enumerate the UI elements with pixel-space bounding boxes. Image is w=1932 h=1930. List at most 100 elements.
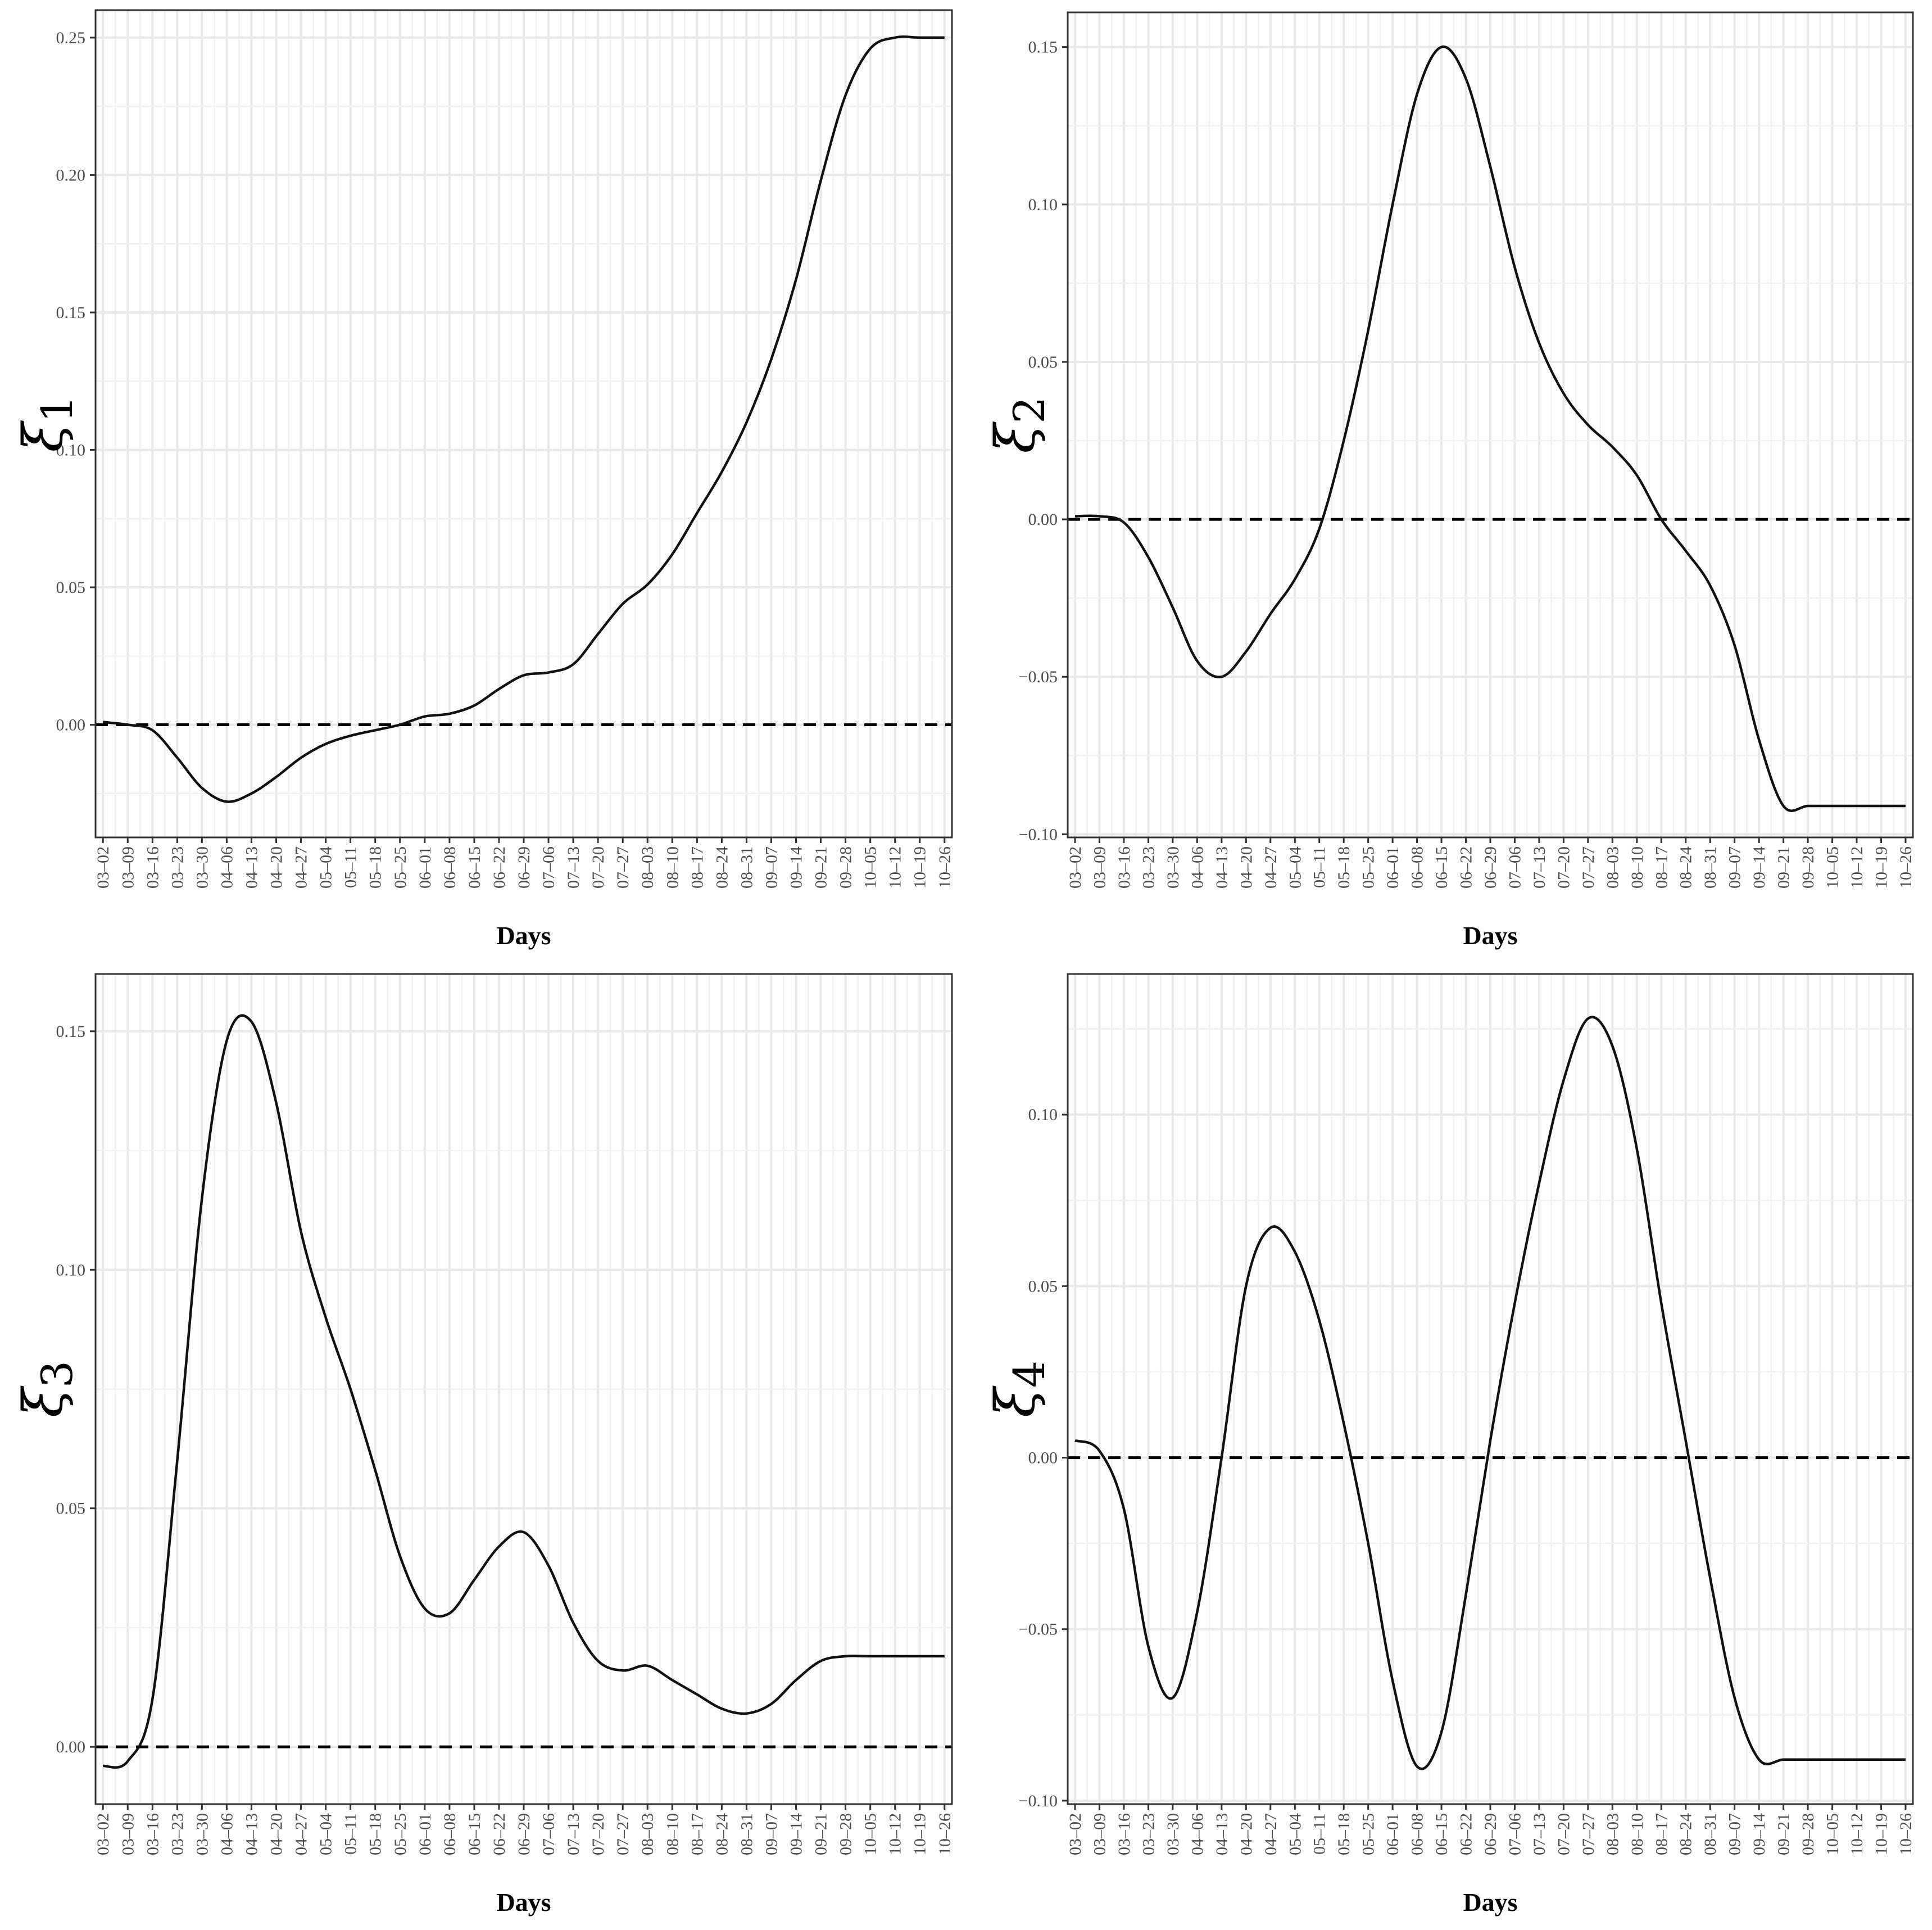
x-tick-label: 03–30 bbox=[1164, 846, 1182, 889]
x-tick-label: 04–27 bbox=[292, 846, 311, 889]
x-tick-label: 10–19 bbox=[1872, 1813, 1890, 1855]
x-tick-label: 03–30 bbox=[193, 846, 211, 889]
x-tick-label: 06–29 bbox=[515, 846, 533, 889]
x-tick-label: 09–28 bbox=[837, 1813, 855, 1855]
x-tick-label: 06–08 bbox=[441, 1813, 459, 1855]
x-tick-label: 10–05 bbox=[861, 846, 880, 889]
y-tick-label: 0.00 bbox=[1028, 510, 1058, 529]
x-tick-label: 04–13 bbox=[242, 1813, 261, 1855]
y-axis-label: ξ1 bbox=[12, 395, 82, 452]
x-tick-label: 07–13 bbox=[1530, 1813, 1549, 1855]
y-axis-symbol: ξ bbox=[984, 422, 1047, 454]
x-tick-label: 07–06 bbox=[539, 846, 558, 889]
y-tick-label: 0.00 bbox=[56, 1738, 86, 1756]
x-tick-label: 08–17 bbox=[1652, 1813, 1671, 1855]
y-tick-label: −0.10 bbox=[1019, 825, 1058, 844]
x-tick-label: 08–10 bbox=[663, 1813, 682, 1855]
y-axis-subscript: 3 bbox=[32, 1361, 82, 1388]
x-tick-label: 03–23 bbox=[168, 846, 187, 889]
x-tick-label: 06–01 bbox=[416, 846, 434, 889]
x-tick-label: 09–07 bbox=[762, 1813, 781, 1855]
x-tick-label: 04–06 bbox=[1188, 1813, 1207, 1855]
x-tick-label: 06–15 bbox=[1432, 846, 1451, 889]
x-tick-label: 05–11 bbox=[342, 1813, 360, 1855]
x-tick-label: 09–14 bbox=[787, 1813, 806, 1855]
x-tick-label: 05–18 bbox=[1335, 846, 1353, 889]
y-tick-label: 0.10 bbox=[56, 441, 86, 459]
x-tick-label: 07–13 bbox=[564, 846, 583, 889]
x-tick-label: 08–31 bbox=[1701, 1813, 1720, 1855]
x-tick-label: 06–08 bbox=[1408, 1813, 1427, 1855]
x-tick-label: 04–27 bbox=[292, 1813, 311, 1855]
x-tick-label: 03–02 bbox=[1066, 1813, 1085, 1855]
x-tick-label: 05–25 bbox=[391, 846, 410, 889]
x-tick-label: 03–02 bbox=[1066, 846, 1085, 889]
x-tick-label: 05–04 bbox=[317, 846, 335, 889]
x-tick-label: 09–14 bbox=[787, 846, 806, 889]
x-tick-label: 06–15 bbox=[465, 1813, 484, 1855]
x-tick-label: 09–21 bbox=[1775, 846, 1793, 889]
x-tick-label: 05–18 bbox=[1335, 1813, 1353, 1855]
y-tick-label: 0.05 bbox=[1028, 1277, 1058, 1295]
x-tick-label: 08–17 bbox=[688, 846, 706, 889]
chart-panel-3: 0.00 0.05 0.10 0.15 03–02 03–09 03–16 03–23 03–3… bbox=[12, 973, 954, 1917]
x-tick-label: 08–03 bbox=[1603, 846, 1622, 889]
x-tick-label: 03–16 bbox=[143, 1813, 162, 1855]
chart-panel-2: −0.10 −0.05 0.00 0.05 0.10 0.15 03–02 03–09 03–1… bbox=[984, 11, 1915, 950]
x-tick-label: 09–21 bbox=[1775, 1813, 1793, 1855]
plot-frame bbox=[94, 9, 953, 839]
y-tick-label: 0.05 bbox=[1028, 353, 1058, 371]
x-tick-label: 05–25 bbox=[391, 1813, 410, 1855]
x-tick-label: 08–24 bbox=[713, 1813, 731, 1855]
x-tick-label: 05–25 bbox=[1359, 1813, 1378, 1855]
series-line bbox=[1074, 1016, 1906, 1770]
x-tick-label: 04–27 bbox=[1262, 1813, 1280, 1855]
x-tick-label: 09–28 bbox=[1799, 846, 1817, 889]
x-tick-label: 03–09 bbox=[1091, 846, 1109, 889]
x-tick-label: 08–17 bbox=[1652, 846, 1671, 889]
x-tick-label: 04–20 bbox=[1237, 846, 1255, 889]
x-tick-label: 07–20 bbox=[589, 846, 607, 889]
plot-frame bbox=[94, 973, 953, 1805]
x-tick-label: 07–20 bbox=[1554, 1813, 1573, 1855]
x-tick-label: 08–31 bbox=[737, 1813, 756, 1855]
y-axis-symbol: ξ bbox=[984, 1385, 1047, 1417]
x-tick-label: 10–26 bbox=[1897, 846, 1915, 889]
x-tick-label: 08–10 bbox=[1628, 846, 1647, 889]
x-axis-label: Days bbox=[496, 1888, 551, 1917]
x-tick-label: 04–20 bbox=[1237, 1813, 1255, 1855]
x-tick-label: 10–12 bbox=[886, 1813, 905, 1855]
x-tick-label: 06–15 bbox=[465, 846, 484, 889]
y-tick-label: 0.15 bbox=[56, 1022, 86, 1041]
x-tick-label: 06–15 bbox=[1432, 1813, 1451, 1855]
x-tick-label: 06–08 bbox=[1408, 846, 1427, 889]
x-tick-label: 04–20 bbox=[267, 1813, 286, 1855]
x-tick-label: 03–30 bbox=[1164, 1813, 1182, 1855]
x-tick-label: 08–03 bbox=[638, 846, 657, 889]
x-tick-label: 04–06 bbox=[1188, 846, 1207, 889]
y-tick-label: 0.00 bbox=[56, 715, 86, 734]
x-axis-label: Days bbox=[1463, 921, 1517, 950]
x-tick-label: 07–06 bbox=[1505, 1813, 1524, 1855]
x-tick-label: 09–07 bbox=[1726, 1813, 1744, 1855]
x-tick-label: 03–23 bbox=[168, 1813, 187, 1855]
x-tick-label: 08–24 bbox=[1677, 846, 1695, 889]
x-tick-label: 08–03 bbox=[638, 1813, 657, 1855]
x-tick-label: 10–05 bbox=[1824, 846, 1842, 889]
x-tick-label: 04–13 bbox=[1213, 846, 1231, 889]
x-tick-label: 03–23 bbox=[1139, 1813, 1158, 1855]
x-tick-label: 08–10 bbox=[663, 846, 682, 889]
x-tick-label: 08–31 bbox=[1701, 846, 1720, 889]
x-tick-label: 06–01 bbox=[416, 1813, 434, 1855]
x-tick-label: 09–14 bbox=[1750, 846, 1768, 889]
x-tick-label: 07–13 bbox=[564, 1813, 583, 1855]
x-tick-label: 04–20 bbox=[267, 846, 286, 889]
x-tick-label: 06–22 bbox=[490, 846, 509, 889]
chart-panel-4: −0.10 −0.05 0.00 0.05 0.10 03–02 03–09 03–16 03–… bbox=[984, 973, 1915, 1917]
x-tick-label: 08–24 bbox=[1677, 1813, 1695, 1855]
x-tick-label: 06–22 bbox=[490, 1813, 509, 1855]
x-tick-label: 05–11 bbox=[342, 846, 360, 888]
x-axis-label: Days bbox=[1463, 1888, 1517, 1917]
x-tick-label: 08–10 bbox=[1628, 1813, 1647, 1855]
